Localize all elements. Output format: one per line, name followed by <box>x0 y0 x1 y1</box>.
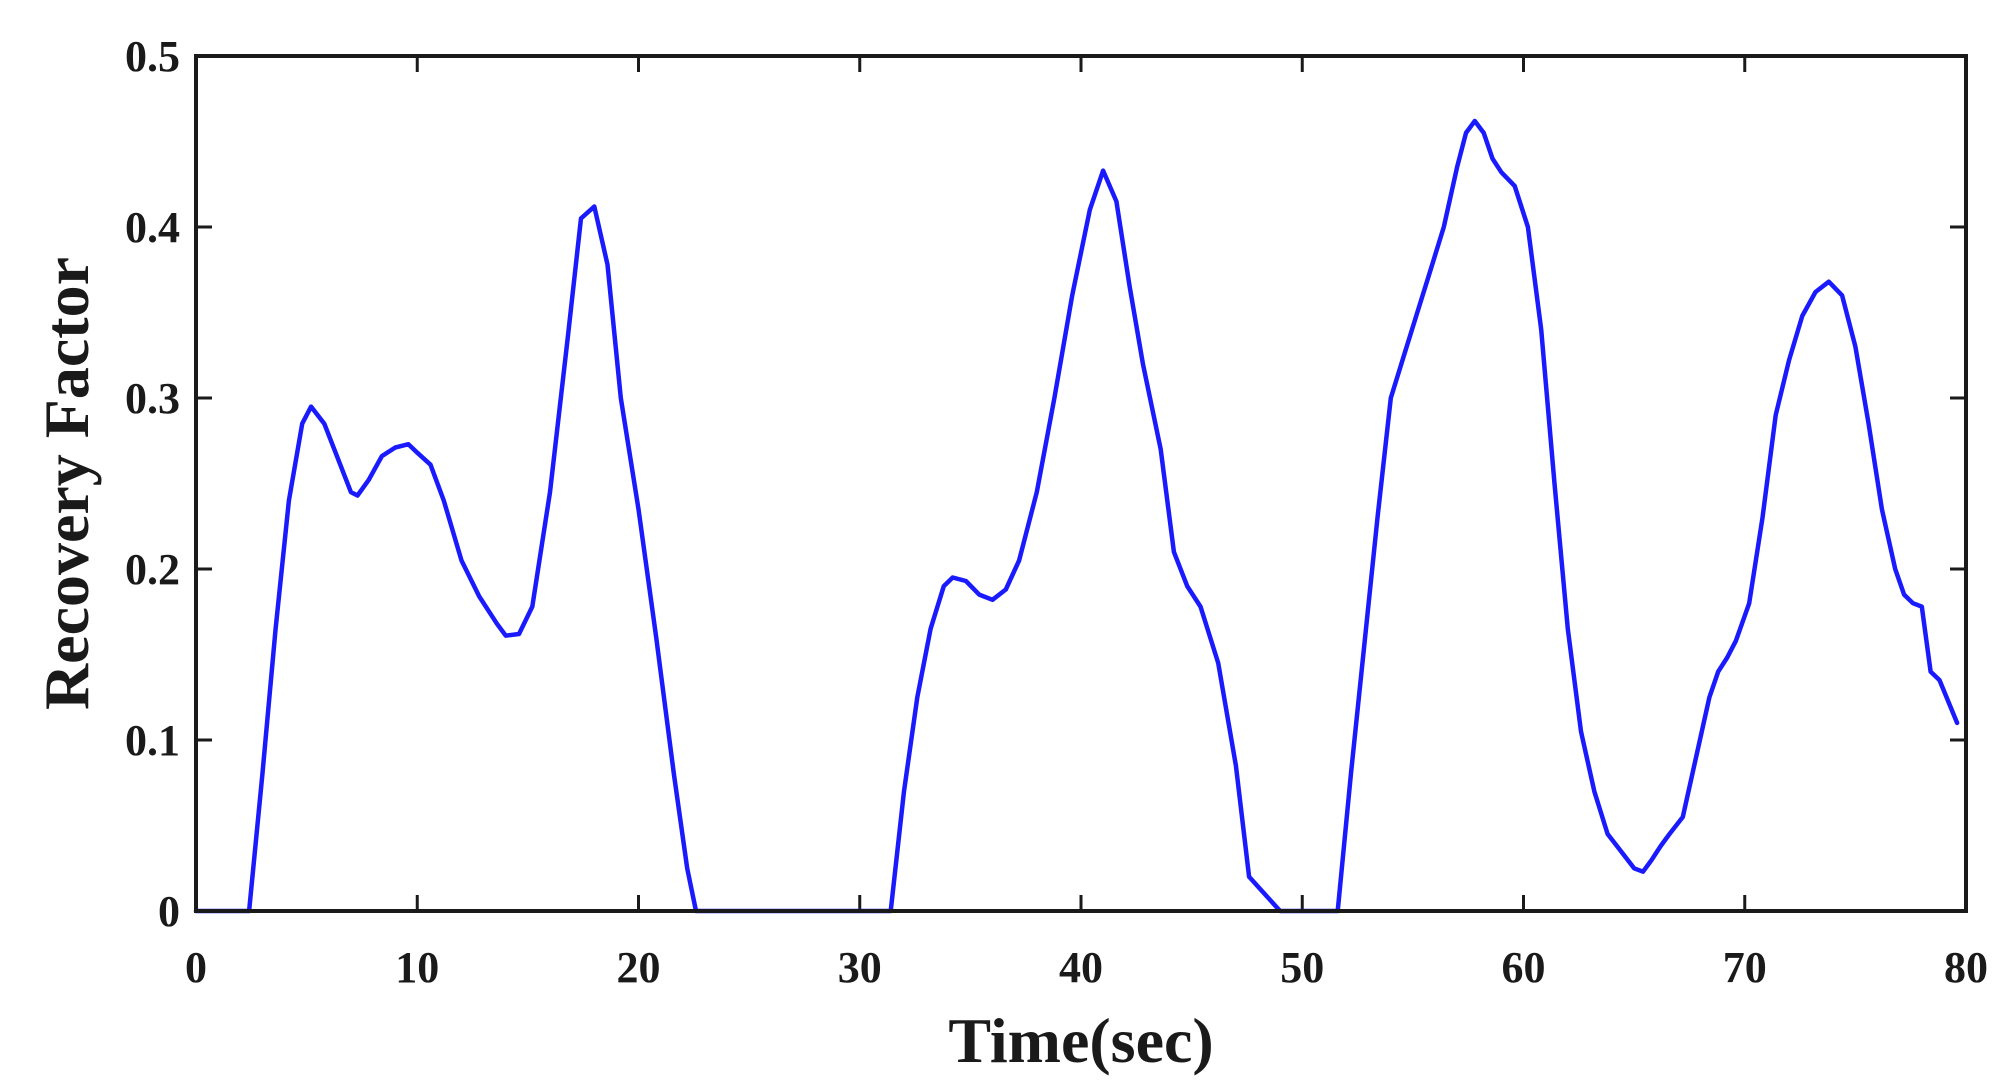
x-tick-label: 50 <box>1280 943 1324 992</box>
series-line <box>193 118 1960 914</box>
y-tick-label: 0 <box>158 887 180 936</box>
y-tick-label: 0.1 <box>125 716 180 765</box>
x-tick-label: 80 <box>1944 943 1988 992</box>
y-tick-label: 0.5 <box>125 32 180 81</box>
x-axis-title: Time(sec) <box>948 1005 1213 1076</box>
plot-area <box>193 118 1960 914</box>
y-axis-title: Recovery Factor <box>31 257 102 710</box>
y-tick-label: 0.3 <box>125 374 180 423</box>
x-tick-label: 60 <box>1502 943 1546 992</box>
x-tick-label: 0 <box>185 943 207 992</box>
y-tick-label: 0.4 <box>125 203 180 252</box>
x-tick-label: 40 <box>1059 943 1103 992</box>
plot-frame <box>194 54 1968 913</box>
x-tick-label: 20 <box>617 943 661 992</box>
x-tick-label: 70 <box>1723 943 1767 992</box>
tick-labels: 0 10 20 30 40 50 60 70 80 0 0.1 0.2 0.3 0.4 0.5 <box>125 32 1988 992</box>
x-tick-label: 10 <box>395 943 439 992</box>
x-tick-label: 30 <box>838 943 882 992</box>
y-tick-label: 0.2 <box>125 545 180 594</box>
